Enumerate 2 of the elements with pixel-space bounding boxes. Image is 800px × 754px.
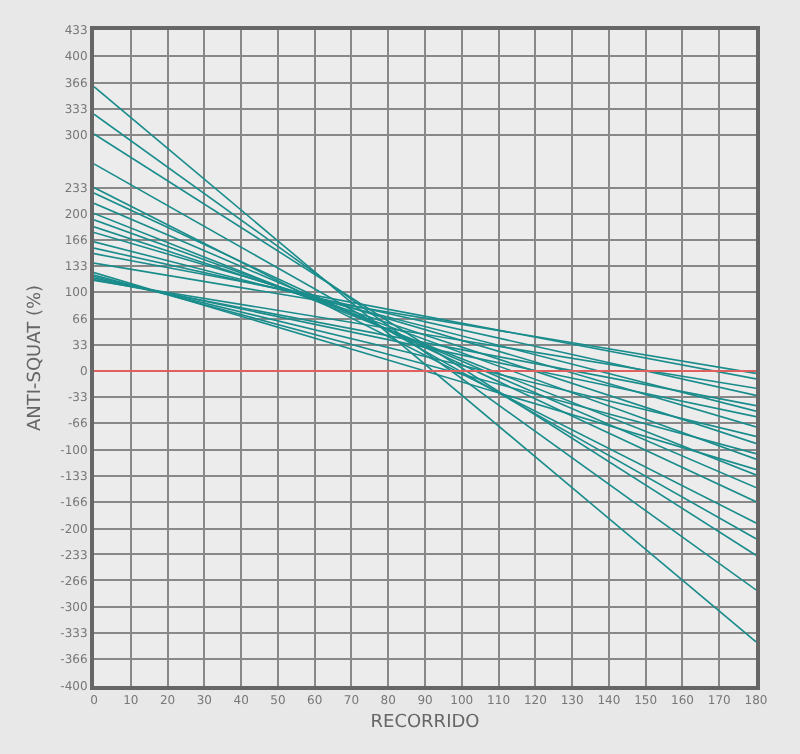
y-axis-title: ANTI-SQUAT (%) [26,284,47,432]
x-axis-title: RECORRIDO [370,713,480,733]
